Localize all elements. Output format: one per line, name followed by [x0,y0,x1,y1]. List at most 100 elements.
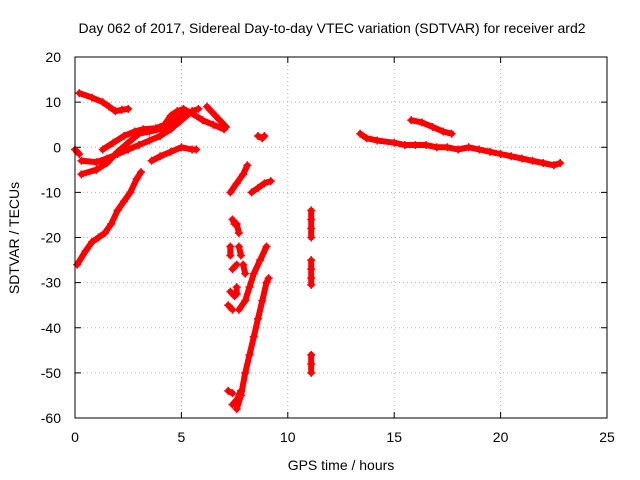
data-point [254,314,263,323]
data-point [92,165,101,174]
data-point [132,174,141,183]
y-tick-label: -40 [41,320,61,336]
data-point [88,93,97,102]
data-point [539,159,548,168]
data-point [73,260,82,269]
data-point [254,183,263,192]
data-point [258,296,267,305]
data-point [113,147,122,156]
data-point [241,296,250,305]
data-point [245,283,254,292]
data-point [234,228,243,237]
data-point [77,170,86,179]
data-point [88,238,97,247]
y-tick-label: -60 [41,410,61,426]
data-point [422,140,431,149]
data-point [428,122,437,131]
data-point [222,122,231,131]
data-point [232,404,241,413]
data-point [77,156,86,165]
data-point [243,161,252,170]
data-point [241,269,250,278]
data-point [232,219,241,228]
data-point [400,140,409,149]
data-point [113,206,122,215]
data-point [307,233,316,242]
data-point [307,224,316,233]
data-point [98,98,107,107]
data-point [307,368,316,377]
data-point [98,145,107,154]
x-axis-label: GPS time / hours [288,457,395,473]
data-point [179,104,188,113]
data-point [307,265,316,274]
data-point [134,140,143,149]
y-tick-label: -10 [41,184,61,200]
data-point [556,159,565,168]
data-point [239,260,248,269]
x-tick-label: 15 [386,429,402,445]
y-tick-label: -50 [41,365,61,381]
data-point [177,143,186,152]
data-point [249,269,258,278]
data-point [111,107,120,116]
data-point [485,147,494,156]
data-point [173,107,182,116]
data-point [224,301,233,310]
data-point [262,278,271,287]
data-point [224,386,233,395]
data-point [234,305,243,314]
data-point [411,140,420,149]
data-point [307,280,316,289]
data-point [247,188,256,197]
data-point [156,131,165,140]
data-point [194,104,203,113]
data-point [232,283,241,292]
data-point [119,197,128,206]
data-point [549,161,558,170]
data-point [166,125,175,134]
x-tick-label: 25 [599,429,615,445]
data-point [136,168,145,177]
data-point [102,159,111,168]
data-point [139,125,148,134]
data-point [260,179,269,188]
data-point [228,389,237,398]
axis-ticks: 0 5 10 15 20 25 20 10 0 -10 -20 -30 -40 -50 -60 [41,49,615,445]
data-point [124,104,133,113]
data-point [151,124,160,133]
y-tick-label: -30 [41,275,61,291]
data-point [226,188,235,197]
data-point [130,127,139,136]
data-point [156,152,165,161]
data-point [373,136,382,145]
y-tick-label: 0 [53,139,61,155]
data-point [260,131,269,140]
data-track [227,162,251,196]
data-point [119,131,128,140]
data-point [236,391,245,400]
data-point [356,129,365,138]
y-tick-label: 20 [45,49,61,65]
data-point [249,332,258,341]
data-point [124,145,133,154]
data-point [75,89,84,98]
data-point [517,154,526,163]
data-point [107,219,116,228]
data-point [117,105,126,114]
data-point [147,156,156,165]
data-point [232,289,241,298]
data-point [217,118,226,127]
data-point [198,116,207,125]
data-track [248,178,274,196]
data-point [528,156,537,165]
data-point [307,206,316,215]
data-point [226,251,235,260]
data-point [166,147,175,156]
data-point [264,274,273,283]
data-point [145,136,154,145]
data-point [109,138,118,147]
data-point [105,102,114,111]
